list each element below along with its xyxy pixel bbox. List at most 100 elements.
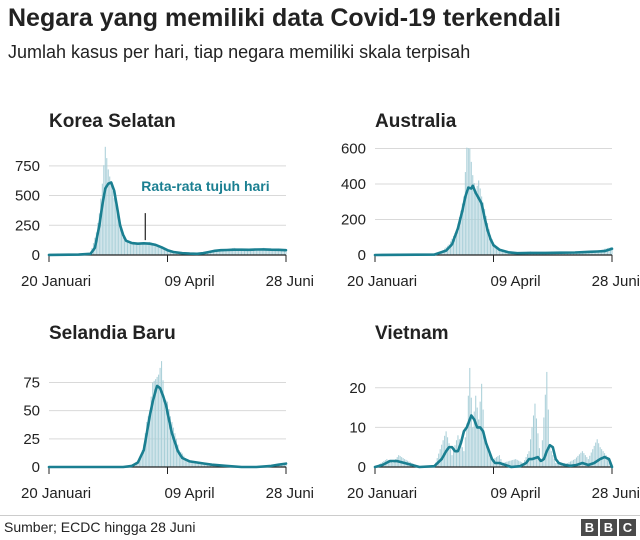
daily-bar (220, 250, 222, 255)
daily-bar (109, 176, 111, 255)
daily-bar (571, 460, 573, 467)
daily-bar (161, 247, 163, 255)
daily-bar (479, 188, 481, 255)
daily-bar (488, 229, 490, 255)
daily-bar (113, 197, 115, 255)
daily-bar (132, 243, 134, 255)
daily-bar (490, 455, 492, 467)
daily-bar (183, 455, 185, 467)
daily-bar (110, 183, 112, 255)
daily-bar (122, 237, 124, 255)
daily-bar (469, 148, 471, 255)
daily-bar (482, 409, 484, 467)
daily-bar (275, 249, 277, 255)
daily-bar (196, 463, 198, 467)
daily-bar (487, 447, 489, 467)
daily-bar (168, 408, 170, 467)
daily-bar (541, 440, 543, 467)
daily-bar (239, 249, 241, 255)
daily-bar (389, 461, 391, 467)
x-tick-label: 09 April (491, 485, 541, 502)
daily-bar (156, 245, 158, 255)
x-tick-label: 20 Januari (21, 273, 91, 290)
daily-bar (165, 400, 167, 467)
daily-bar (589, 455, 591, 467)
bbc-logo: B B C (581, 519, 636, 536)
daily-bar (100, 198, 102, 255)
panel-title: Selandia Baru (49, 323, 176, 344)
panel: Vietnam 0 10 20 20 Januari 09 April 28 Juni (347, 323, 640, 502)
daily-bar (98, 213, 100, 255)
daily-bar (461, 447, 463, 467)
daily-bar (138, 244, 140, 255)
panel-title: Korea Selatan (49, 111, 176, 132)
daily-bar (503, 251, 505, 255)
daily-bar (584, 455, 586, 467)
daily-bar (162, 248, 164, 255)
daily-bar (608, 461, 610, 467)
daily-bar (553, 459, 555, 467)
daily-bar (246, 249, 249, 255)
daily-bar (205, 464, 207, 467)
daily-bar (442, 440, 444, 467)
daily-bar (119, 225, 121, 255)
daily-bar (467, 395, 469, 467)
x-tick-label: 28 Juni (592, 273, 640, 290)
daily-bar (156, 376, 158, 467)
seven-day-average-line (373, 184, 614, 257)
daily-bar (540, 463, 542, 467)
daily-bar (466, 147, 468, 255)
daily-bar (106, 158, 108, 255)
footer-divider (0, 515, 640, 516)
daily-bar (116, 211, 118, 255)
daily-bar (255, 249, 257, 255)
daily-bar (211, 251, 213, 255)
daily-bar (221, 249, 223, 255)
daily-bar (463, 196, 465, 255)
daily-bar (204, 464, 206, 467)
daily-bar (500, 250, 502, 255)
daily-bar (147, 242, 149, 255)
daily-bar (596, 439, 598, 467)
daily-bar (215, 249, 217, 255)
daily-bar (153, 380, 155, 467)
daily-bar (534, 403, 536, 467)
daily-bar (166, 250, 169, 255)
daily-bar (470, 161, 472, 255)
daily-bar (572, 459, 575, 467)
daily-bar (138, 457, 140, 467)
daily-bar (599, 447, 601, 467)
daily-bar (575, 457, 577, 467)
x-tick-label: 09 April (165, 273, 215, 290)
daily-bar (227, 248, 229, 255)
panel-title: Vietnam (375, 323, 449, 344)
daily-bar (206, 465, 209, 467)
daily-bar (550, 451, 552, 467)
daily-bar (168, 250, 170, 255)
daily-bar (187, 460, 189, 467)
daily-bar (516, 459, 518, 467)
daily-bar (607, 458, 609, 467)
daily-bar (535, 418, 537, 467)
daily-bar (161, 361, 163, 467)
daily-bar (235, 248, 237, 255)
daily-bar (270, 250, 272, 255)
daily-bar (115, 204, 117, 255)
daily-bar (491, 457, 493, 467)
daily-bar (150, 396, 152, 467)
daily-bar (285, 249, 287, 255)
daily-bar (387, 460, 389, 467)
daily-bar (578, 454, 580, 467)
source-note: Sumber; ECDC hingga 28 Juni (4, 519, 196, 535)
y-tick-label: 600 (341, 141, 366, 158)
daily-bar (104, 146, 106, 255)
daily-bar (497, 456, 499, 467)
daily-bar (481, 196, 483, 255)
x-tick-label: 09 April (491, 273, 541, 290)
daily-bar (531, 427, 533, 467)
daily-bar (190, 461, 192, 467)
daily-bar (214, 249, 216, 255)
daily-bar (595, 251, 597, 255)
daily-bar (458, 217, 460, 255)
daily-bar (264, 248, 266, 255)
